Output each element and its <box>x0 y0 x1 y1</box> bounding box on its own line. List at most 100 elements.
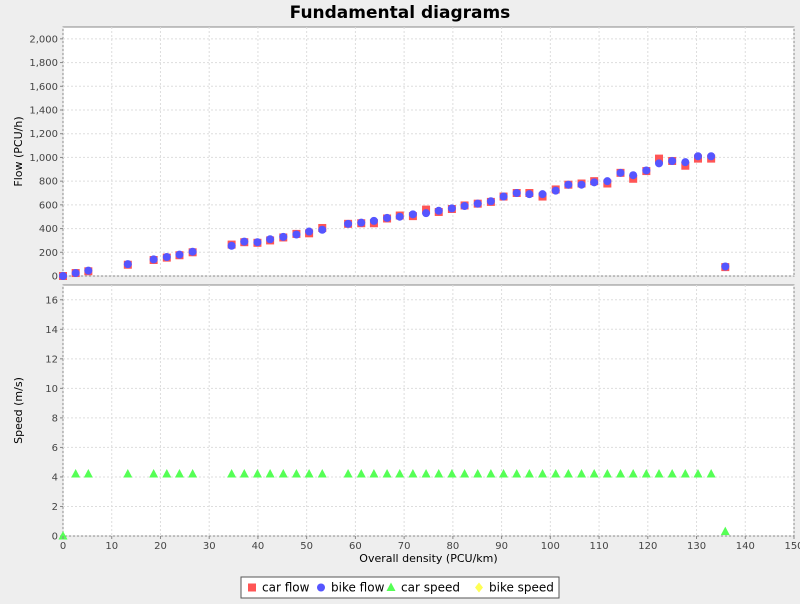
y-tick-label: 12 <box>45 354 58 365</box>
bike-flow-point <box>71 269 80 278</box>
car-speed-point <box>434 468 444 478</box>
bike-flow-point <box>447 204 456 213</box>
bike-flow-point <box>538 190 547 199</box>
y-tick-label: 200 <box>39 248 58 259</box>
bike-flow-point <box>616 168 625 177</box>
x-tick-label: 0 <box>60 541 66 552</box>
car-speed-point <box>265 468 275 478</box>
y-tick-label: 2,000 <box>29 34 58 45</box>
y-tick-label: 16 <box>45 295 58 306</box>
x-tick-label: 60 <box>349 541 362 552</box>
car-speed-point <box>667 468 677 478</box>
bike-flow-point <box>486 197 495 206</box>
car-speed-point <box>654 468 664 478</box>
car-speed-point <box>616 468 626 478</box>
x-tick-label: 110 <box>590 541 609 552</box>
bike-flow-point <box>681 158 690 167</box>
bike-flow-point <box>227 241 236 250</box>
bike-flow-point <box>253 238 262 247</box>
bike-flow-point <box>603 177 612 186</box>
car-speed-point <box>693 468 703 478</box>
car-speed-point <box>304 468 314 478</box>
bike-flow-point <box>642 166 651 175</box>
car-speed-point <box>524 468 534 478</box>
y-tick-label: 1,600 <box>29 82 58 93</box>
bike-flow-point <box>149 255 158 264</box>
car-speed-point <box>577 468 587 478</box>
plot-area-2 <box>62 284 795 537</box>
car-speed-point <box>278 468 288 478</box>
y-tick-label: 1,200 <box>29 129 58 140</box>
y-tick-label: 800 <box>39 177 58 188</box>
car-speed-point <box>486 468 496 478</box>
bike-flow-point <box>512 189 521 197</box>
car-speed-point <box>71 468 81 478</box>
bike-flow-point <box>564 180 573 189</box>
bike-flow-point <box>460 202 469 211</box>
car-speed-point <box>239 468 249 478</box>
bike-flow-point <box>408 210 417 219</box>
car-speed-point <box>473 468 483 478</box>
bike-flow-point <box>188 247 197 256</box>
bike-flow-point <box>383 213 392 222</box>
car-speed-point <box>162 468 172 478</box>
bike-flow-point <box>318 225 327 234</box>
x-tick-label: 30 <box>203 541 216 552</box>
y-tick-label: 2 <box>52 502 58 513</box>
x-tick-label: 20 <box>154 541 167 552</box>
y-tick-label: 6 <box>52 443 58 454</box>
y-tick-label: 14 <box>45 325 58 336</box>
y-axis-label: Speed (m/s) <box>12 377 25 444</box>
bike-flow-point <box>279 232 288 241</box>
car-speed-point <box>408 468 418 478</box>
bike-flow-point <box>655 159 664 168</box>
car-speed-point <box>83 468 93 478</box>
legend-bike-speed-marker <box>475 582 483 593</box>
bike-flow-point <box>693 152 702 161</box>
car-flow-point <box>655 154 664 163</box>
legend-car-flow-label: car flow <box>262 581 310 595</box>
bike-flow-point <box>721 262 730 271</box>
x-tick-label: 80 <box>446 541 459 552</box>
bike-flow-point <box>629 171 638 180</box>
car-speed-point <box>188 468 198 478</box>
car-speed-point <box>563 468 573 478</box>
car-speed-point <box>382 468 392 478</box>
car-speed-point <box>369 468 379 478</box>
y-tick-label: 600 <box>39 200 58 211</box>
car-speed-point <box>291 468 301 478</box>
bike-flow-point <box>395 212 404 221</box>
car-speed-point <box>227 468 237 478</box>
chart-title: Fundamental diagrams <box>290 3 511 23</box>
x-tick-label: 70 <box>398 541 411 552</box>
legend-car-speed-label: car speed <box>401 581 460 595</box>
car-speed-point <box>589 468 599 478</box>
car-speed-point <box>538 468 548 478</box>
car-speed-point <box>551 468 561 478</box>
car-speed-point <box>602 468 612 478</box>
bike-flow-point <box>84 266 93 275</box>
y-tick-label: 1,800 <box>29 58 58 69</box>
x-tick-label: 90 <box>495 541 508 552</box>
bike-flow-point <box>162 253 171 262</box>
bike-flow-point <box>175 250 184 259</box>
legend <box>240 576 560 599</box>
car-speed-point <box>58 531 68 540</box>
bike-flow-point <box>344 219 353 228</box>
x-tick-label: 50 <box>300 541 313 552</box>
y-tick-label: 1,400 <box>29 106 58 117</box>
car-speed-point <box>680 468 690 478</box>
y-tick-label: 1,000 <box>29 153 58 164</box>
y-tick-label: 4 <box>52 472 58 483</box>
legend-bike-flow-label: bike flow <box>331 581 385 595</box>
bike-flow-point <box>668 156 677 165</box>
legend-car-flow-marker <box>248 583 256 592</box>
y-tick-label: 400 <box>39 224 58 235</box>
legend-bike-flow-marker <box>317 583 325 592</box>
x-tick-label: 10 <box>105 541 118 552</box>
x-tick-label: 120 <box>638 541 657 552</box>
bike-flow-point <box>123 260 132 269</box>
car-speed-point <box>706 468 716 478</box>
